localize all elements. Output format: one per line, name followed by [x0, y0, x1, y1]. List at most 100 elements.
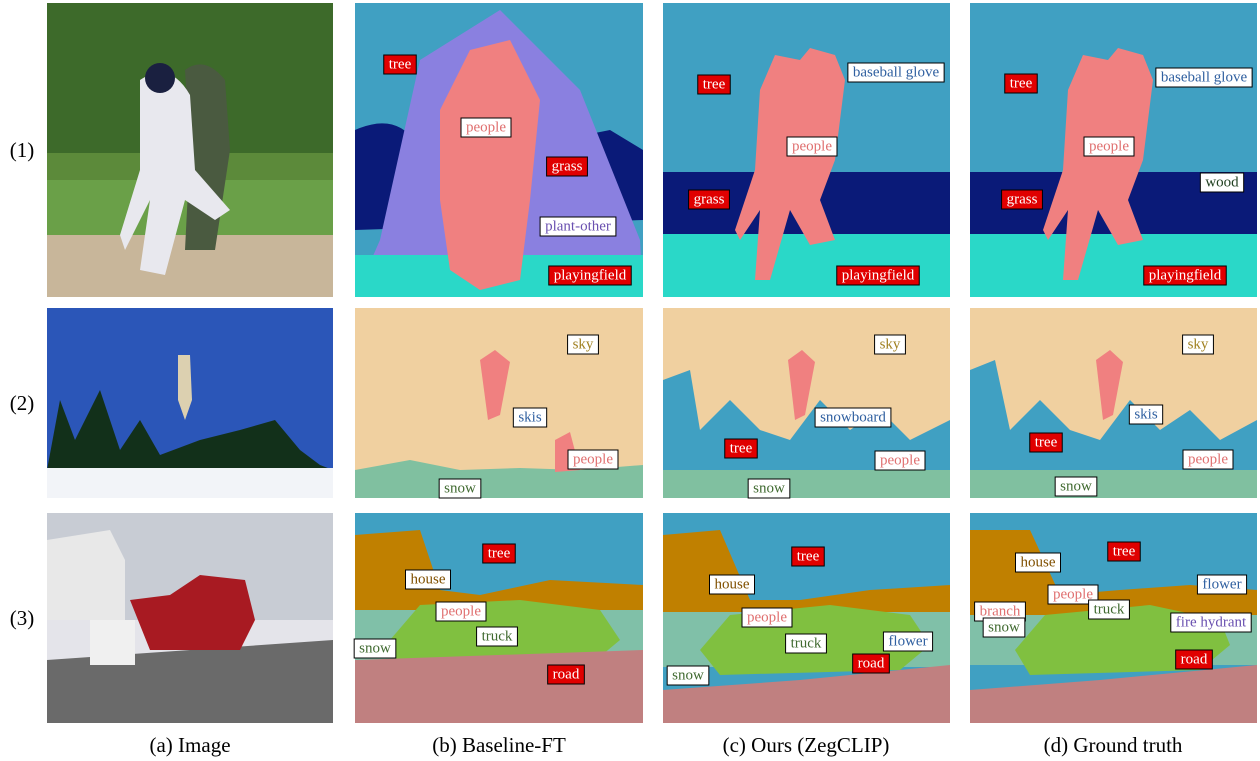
segment-label: plant-other — [539, 216, 617, 237]
segment-label: people — [435, 601, 487, 622]
label-box — [567, 334, 599, 355]
segment-label: truck — [476, 626, 518, 647]
label-text: tree — [703, 76, 726, 92]
segment-label: snowboard — [814, 407, 892, 428]
label-text: tree — [488, 545, 511, 561]
segment-label: fire hydrant — [1170, 612, 1252, 633]
segment-label: house — [405, 569, 451, 590]
label-box — [547, 664, 585, 685]
label-text: people — [880, 452, 920, 468]
segment-label: tree — [482, 543, 516, 564]
row-label: (2) — [10, 391, 35, 415]
label-text: tree — [389, 56, 412, 72]
segment-label: road — [1175, 649, 1213, 670]
segment-label: grass — [546, 156, 588, 177]
label-text: truck — [791, 635, 822, 651]
label-box — [1155, 67, 1253, 88]
label-text: plant-other — [545, 218, 611, 234]
label-text: baseball glove — [1161, 69, 1248, 85]
label-box — [1175, 649, 1213, 670]
segment-label: sky — [567, 334, 599, 355]
label-text: people — [747, 609, 787, 625]
segment-label: sky — [1182, 334, 1214, 355]
label-text: snow — [672, 667, 704, 683]
segment-label: people — [1083, 136, 1135, 157]
label-box — [1199, 172, 1245, 193]
segment-label: tree — [1004, 73, 1038, 94]
segment-label: snow — [747, 478, 791, 499]
label-text: sky — [573, 336, 594, 352]
segment-label: house — [1015, 552, 1061, 573]
label-text: snow — [988, 619, 1020, 635]
segment-label: people — [567, 449, 619, 470]
label-box — [383, 54, 417, 75]
segment-label: wood — [1199, 172, 1245, 193]
label-text: truck — [482, 628, 513, 644]
segment-label: branch — [974, 601, 1026, 622]
label-text: snow — [444, 480, 476, 496]
label-box — [874, 334, 906, 355]
segment-label: skis — [512, 407, 548, 428]
segment-label: playingfield — [836, 265, 920, 286]
label-text: house — [411, 571, 446, 587]
label-box — [791, 546, 825, 567]
label-text: road — [858, 655, 885, 671]
label-box — [435, 601, 487, 622]
label-box — [1143, 265, 1227, 286]
label-text: snowboard — [820, 409, 886, 425]
label-box — [852, 653, 890, 674]
label-box — [353, 638, 397, 659]
label-text: people — [792, 138, 832, 154]
segment-label: tree — [383, 54, 417, 75]
segment-label: snow — [982, 617, 1026, 638]
segment-label: tree — [791, 546, 825, 567]
label-box — [539, 216, 617, 237]
segment-label: house — [709, 574, 755, 595]
photo-1 — [47, 3, 333, 297]
label-text: playingfield — [842, 267, 915, 283]
segment-label: tree — [1107, 541, 1141, 562]
label-box — [785, 633, 827, 654]
label-text: tree — [1113, 543, 1136, 559]
label-box — [438, 478, 482, 499]
segment-label: road — [547, 664, 585, 685]
segment-label: playingfield — [548, 265, 632, 286]
label-box — [874, 450, 926, 471]
label-text: branch — [980, 603, 1021, 619]
label-text: tree — [1010, 75, 1033, 91]
label-box — [1029, 432, 1063, 453]
label-text: flower — [1202, 576, 1241, 592]
column-caption: (a) Image — [149, 733, 230, 757]
label-text: people — [1053, 586, 1093, 602]
label-box — [1182, 449, 1234, 470]
label-box — [1015, 552, 1061, 573]
label-box — [709, 574, 755, 595]
segment-label: people — [874, 450, 926, 471]
label-box — [405, 569, 451, 590]
segmentation-baseline-1 — [355, 3, 643, 297]
label-text: tree — [797, 548, 820, 564]
label-text: people — [441, 603, 481, 619]
label-box — [1088, 599, 1130, 620]
photo-2 — [47, 308, 333, 498]
segment-label: baseball glove — [847, 62, 945, 83]
label-box — [982, 617, 1026, 638]
segment-label: tree — [697, 74, 731, 95]
segment-label: people — [741, 607, 793, 628]
label-box — [836, 265, 920, 286]
photo-3 — [47, 513, 333, 723]
segment-label: snow — [1054, 476, 1098, 497]
column-caption: (d) Ground truth — [1044, 733, 1183, 757]
label-text: playingfield — [554, 267, 627, 283]
label-text: sky — [1188, 336, 1209, 352]
segment-label: people — [1182, 449, 1234, 470]
label-text: people — [466, 119, 506, 135]
label-box — [512, 407, 548, 428]
label-text: tree — [730, 440, 753, 456]
segment-label: snow — [353, 638, 397, 659]
label-box — [1004, 73, 1038, 94]
segment-label: tree — [1029, 432, 1063, 453]
label-box — [814, 407, 892, 428]
label-box — [688, 189, 730, 210]
